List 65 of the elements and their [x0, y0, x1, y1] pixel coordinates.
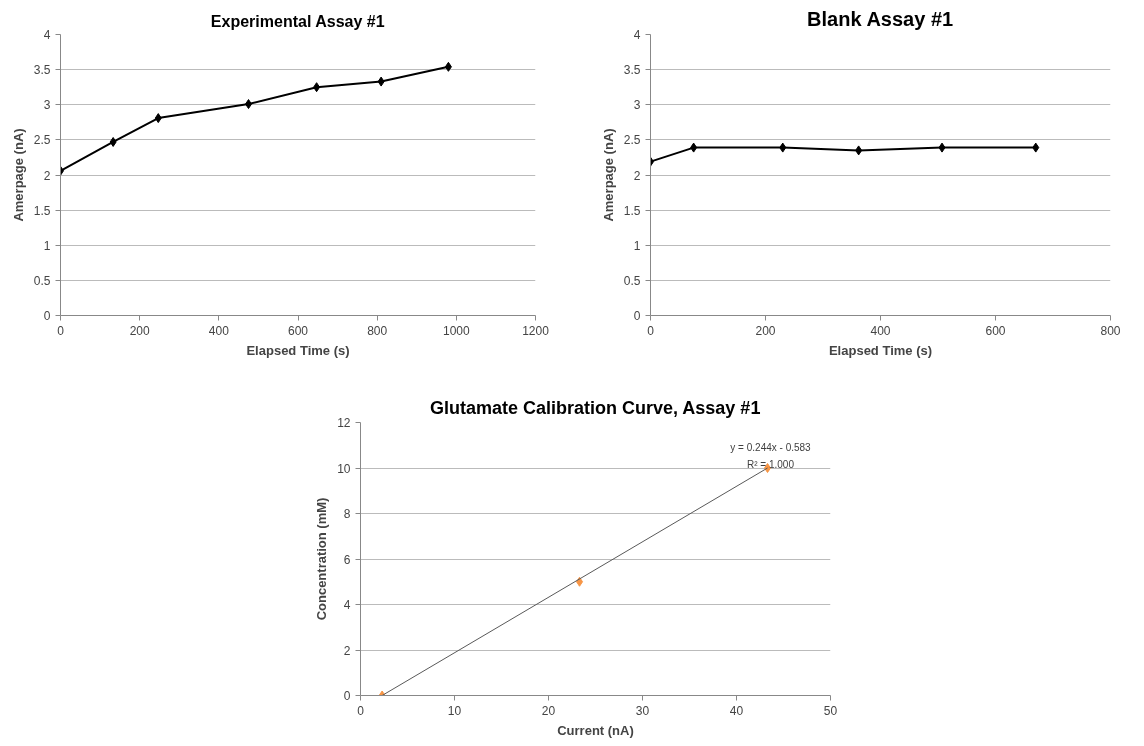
y-tick-label: 3 — [43, 98, 51, 113]
y-tick-label: 1.5 — [623, 203, 641, 218]
y-tick-label: 2.5 — [33, 133, 51, 148]
annotation: R² = 1.000 — [747, 459, 795, 470]
x-tick-label: 0 — [357, 703, 365, 718]
y-tick-label: 2 — [633, 168, 641, 183]
point — [690, 142, 698, 153]
annotation: y = 0.244x - 0.583 — [730, 442, 812, 453]
y-tick-label: 4 — [633, 28, 641, 42]
y-tick-label: 0.5 — [623, 273, 641, 288]
chart-title: Glutamate Calibration Curve, Assay #1 — [429, 397, 761, 418]
point — [109, 136, 117, 147]
point — [1032, 142, 1040, 153]
chart-title: Blank Assay #1 — [807, 7, 954, 30]
y-tick-label: 6 — [343, 552, 351, 567]
x-tick-label: 0 — [57, 323, 65, 338]
x-tick-label: 1000 — [442, 323, 471, 338]
y-tick-label: 2 — [43, 168, 51, 183]
y-tick-label: 8 — [343, 507, 351, 521]
x-tick-label: 30 — [635, 703, 650, 718]
y-tick-label: 1 — [633, 238, 641, 253]
y-tick-label: 1 — [43, 238, 51, 253]
y-tick-label: 3.5 — [623, 63, 641, 78]
y-tick-label: 3 — [633, 98, 641, 113]
x-tick-label: 20 — [541, 703, 556, 718]
y-axis-title: Amerpage (nA) — [10, 128, 26, 222]
y-tick-label: 0 — [343, 689, 351, 703]
point — [779, 142, 787, 153]
y-tick-label: 4 — [43, 28, 51, 42]
y-tick-label: 0 — [633, 309, 641, 323]
y-tick-label: 3.5 — [33, 63, 51, 78]
x-tick-label: 400 — [870, 323, 891, 338]
y-tick-label: 4 — [343, 598, 351, 612]
x-tick-label: 50 — [823, 703, 838, 718]
point — [154, 113, 162, 124]
x-tick-label: 200 — [129, 323, 150, 338]
y-tick-label: 12 — [337, 416, 351, 430]
point — [313, 82, 321, 93]
y-tick-label: 0 — [43, 309, 51, 323]
x-tick-label: 800 — [367, 323, 388, 338]
x-tick-label: 40 — [729, 703, 744, 718]
x-axis-title: Elapsed Time (s) — [828, 342, 933, 358]
x-tick-label: 800 — [1100, 323, 1121, 338]
y-axis-title: Amerpage (nA) — [600, 128, 616, 222]
point — [245, 99, 253, 110]
point — [938, 142, 946, 153]
x-tick-label: 600 — [287, 323, 309, 338]
y-tick-label: 1.5 — [33, 203, 51, 218]
x-tick-label: 200 — [755, 323, 776, 338]
chart-title: Experimental Assay #1 — [210, 12, 385, 30]
y-tick-label: 10 — [337, 461, 351, 476]
y-tick-label: 2 — [343, 643, 351, 658]
x-axis-title: Elapsed Time (s) — [246, 342, 350, 358]
y-axis-title: Concentration (mM) — [314, 497, 330, 621]
x-tick-label: 600 — [985, 323, 1006, 338]
point — [444, 61, 452, 72]
x-tick-label: 1200 — [522, 323, 550, 338]
x-tick-label: 10 — [447, 703, 462, 718]
y-tick-label: 0.5 — [33, 273, 51, 288]
x-tick-label: 400 — [208, 323, 230, 338]
x-tick-label: 0 — [647, 323, 655, 338]
y-tick-label: 2.5 — [623, 133, 641, 148]
x-axis-title: Current (nA) — [557, 722, 634, 738]
point — [377, 76, 385, 87]
point — [855, 145, 863, 156]
